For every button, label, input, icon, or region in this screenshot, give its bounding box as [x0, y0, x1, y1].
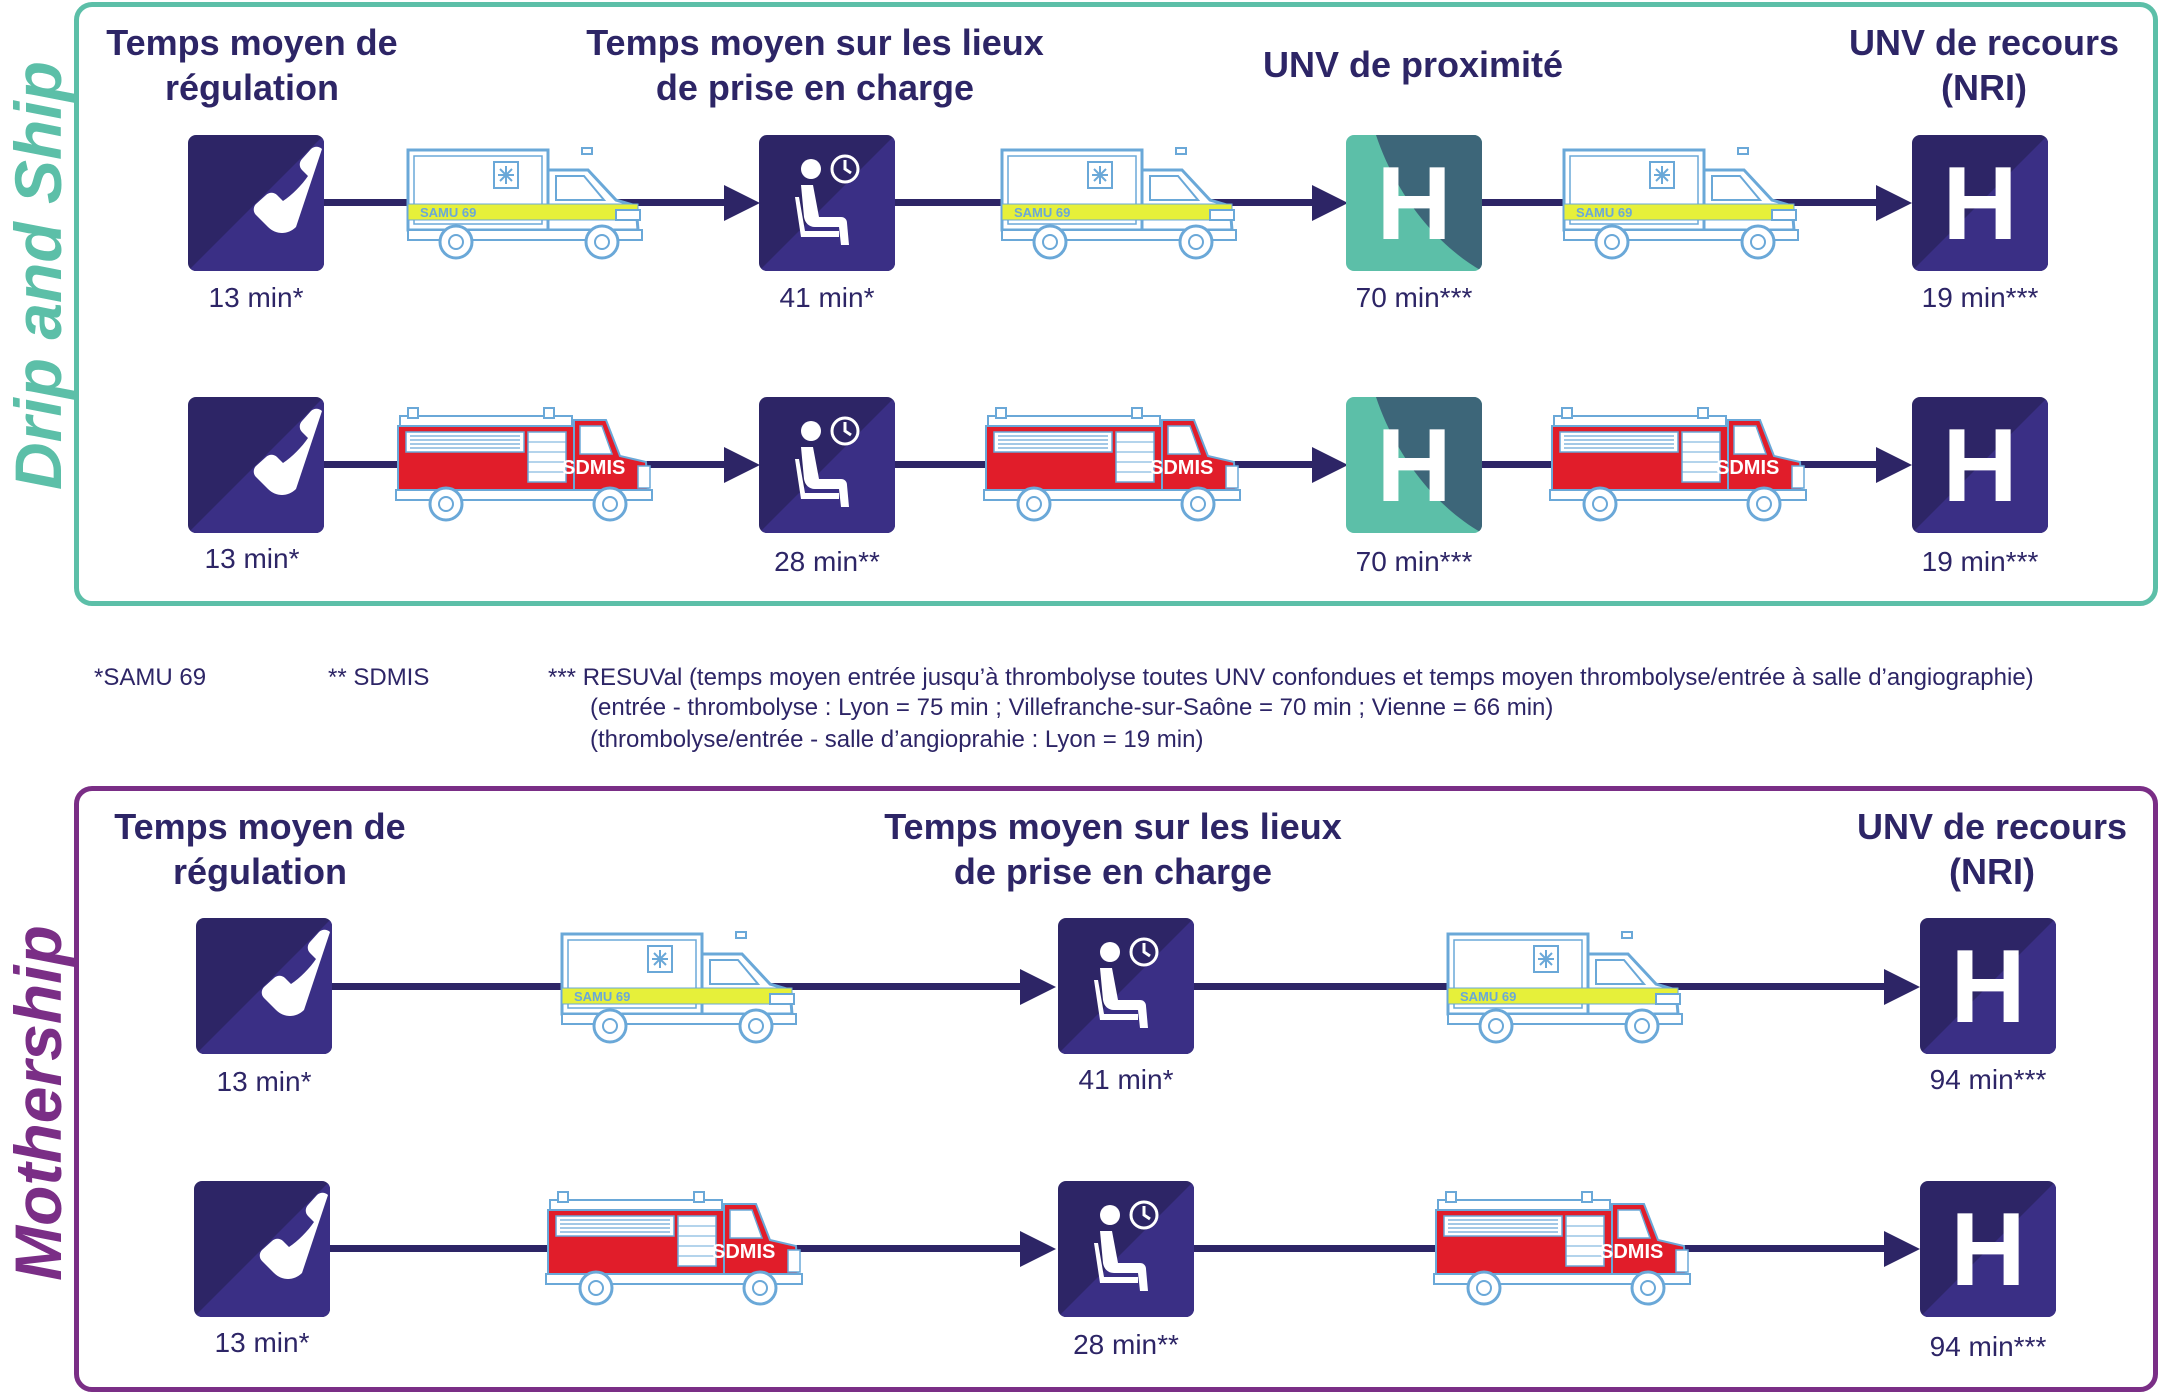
mother-r1-time-recours: 94 min***	[1929, 1064, 2047, 1095]
waiting-seat-icon	[1058, 1181, 1194, 1317]
hospital-proximity-icon: H	[1346, 397, 1482, 533]
mother-r1-time-regulation: 13 min*	[216, 1066, 312, 1097]
drip-and-ship-panel	[74, 2, 2158, 606]
mother-header-recours-line2: (NRI)	[1949, 851, 2035, 892]
hospital-recours-icon: H	[1920, 918, 2056, 1054]
firetruck-label: SDMIS	[1600, 1241, 1663, 1263]
drip-r1-arrowhead-3	[1876, 185, 1912, 221]
drip-header-proximity-line1: UNV de proximité	[1262, 44, 1564, 85]
mother-header-recours-line1: UNV de recours	[1856, 806, 2128, 847]
mother-r1-arrowhead-1	[1020, 969, 1056, 1005]
ambulance-label: SAMU 69	[1576, 205, 1632, 220]
mother-r2-time-recours: 94 min***	[1929, 1331, 2047, 1362]
drip-header-proximity: UNV de proximité	[1230, 42, 1596, 87]
firetruck-label: SDMIS	[562, 457, 625, 479]
mother-r1-time-onsite: 41 min*	[1078, 1064, 1174, 1095]
ambulance-label: SAMU 69	[1014, 205, 1070, 220]
hospital-letter: H	[1376, 408, 1451, 524]
phone-icon	[188, 135, 324, 271]
drip-r1-time-recours: 19 min***	[1921, 282, 2039, 313]
mother-r2-time-onsite: 28 min**	[1073, 1329, 1179, 1360]
mother-header-regulation-line1: Temps moyen de	[114, 806, 406, 847]
drip-r2-arrowhead-1	[724, 447, 760, 483]
drip-r2-time-proximity: 70 min***	[1355, 546, 1473, 577]
ambulance-icon: SAMU 69	[560, 928, 800, 1048]
drip-r1-arrowhead-1	[724, 185, 760, 221]
ambulance-label: SAMU 69	[420, 205, 476, 220]
mother-header-regulation: Temps moyen de régulation	[108, 804, 412, 894]
hospital-letter: H	[1376, 146, 1451, 262]
drip-header-regulation-line2: régulation	[164, 67, 339, 108]
hospital-recours-icon: H	[1912, 135, 2048, 271]
ambulance-icon: SAMU 69	[406, 144, 646, 264]
hospital-letter: H	[1942, 146, 2017, 262]
waiting-seat-icon	[1058, 918, 1194, 1054]
footnote-sdmis: ** SDMIS	[328, 664, 430, 691]
drip-r2-arrowhead-2	[1312, 447, 1348, 483]
footnote-resuval: *** RESUVal (temps moyen entrée jusqu’à …	[548, 664, 2034, 691]
drip-r2-time-recours: 19 min***	[1921, 546, 2039, 577]
drip-header-onsite: Temps moyen sur les lieux de prise en ch…	[580, 20, 1050, 110]
firetruck-icon: SDMIS	[1548, 406, 1808, 526]
phone-icon	[188, 397, 324, 533]
drip-header-regulation-line1: Temps moyen de	[106, 22, 398, 63]
mother-r1-arrowhead-2	[1884, 969, 1920, 1005]
phone-icon	[194, 1181, 330, 1317]
footnote-entree-thrombolyse: (entrée - thrombolyse : Lyon = 75 min ; …	[590, 694, 1554, 721]
drip-r2-time-regulation: 13 min*	[204, 543, 300, 574]
waiting-seat-icon	[759, 135, 895, 271]
hospital-proximity-icon: H	[1346, 135, 1482, 271]
mother-r2-arrowhead-1	[1020, 1231, 1056, 1267]
mother-r2-time-regulation: 13 min*	[214, 1327, 310, 1358]
ambulance-label: SAMU 69	[574, 989, 630, 1004]
firetruck-label: SDMIS	[712, 1241, 775, 1263]
mothership-title: Mothership	[1, 925, 75, 1281]
mother-r2-arrowhead-2	[1884, 1231, 1920, 1267]
ambulance-label: SAMU 69	[1460, 989, 1516, 1004]
mother-header-regulation-line2: régulation	[172, 851, 347, 892]
ambulance-icon: SAMU 69	[1446, 928, 1686, 1048]
drip-r2-time-onsite: 28 min**	[774, 546, 880, 577]
ambulance-icon: SAMU 69	[1000, 144, 1240, 264]
drip-and-ship-title: Drip and Ship	[1, 61, 75, 490]
firetruck-icon: SDMIS	[982, 406, 1242, 526]
drip-header-onsite-line1: Temps moyen sur les lieux	[586, 22, 1044, 63]
hospital-letter: H	[1950, 929, 2025, 1045]
mother-header-onsite-line1: Temps moyen sur les lieux	[884, 806, 1342, 847]
drip-r2-arrowhead-3	[1876, 447, 1912, 483]
firetruck-icon: SDMIS	[394, 406, 654, 526]
drip-r1-time-onsite: 41 min*	[779, 282, 875, 313]
drip-header-recours: UNV de recours (NRI)	[1824, 20, 2144, 110]
ambulance-icon: SAMU 69	[1562, 144, 1802, 264]
mothership-panel	[74, 786, 2158, 1392]
mother-header-onsite: Temps moyen sur les lieux de prise en ch…	[878, 804, 1348, 894]
waiting-seat-icon	[759, 397, 895, 533]
drip-header-recours-line2: (NRI)	[1941, 67, 2027, 108]
hospital-recours-icon: H	[1920, 1181, 2056, 1317]
drip-header-onsite-line2: de prise en charge	[655, 67, 975, 108]
phone-icon	[196, 918, 332, 1054]
hospital-recours-icon: H	[1912, 397, 2048, 533]
mother-header-recours: UNV de recours (NRI)	[1832, 804, 2152, 894]
hospital-letter: H	[1942, 408, 2017, 524]
hospital-letter: H	[1950, 1192, 2025, 1308]
firetruck-label: SDMIS	[1716, 457, 1779, 479]
drip-header-recours-line1: UNV de recours	[1848, 22, 2120, 63]
footnote-angiographie: (thrombolyse/entrée - salle d’angioprahi…	[590, 726, 1204, 753]
firetruck-icon: SDMIS	[544, 1190, 804, 1310]
footnote-samu: *SAMU 69	[94, 664, 207, 691]
firetruck-label: SDMIS	[1150, 457, 1213, 479]
drip-r1-arrowhead-2	[1312, 185, 1348, 221]
mother-header-onsite-line2: de prise en charge	[953, 851, 1273, 892]
drip-header-regulation: Temps moyen de régulation	[100, 20, 404, 110]
drip-r1-time-regulation: 13 min*	[208, 282, 304, 313]
drip-r1-time-proximity: 70 min***	[1355, 282, 1473, 313]
firetruck-icon: SDMIS	[1432, 1190, 1692, 1310]
